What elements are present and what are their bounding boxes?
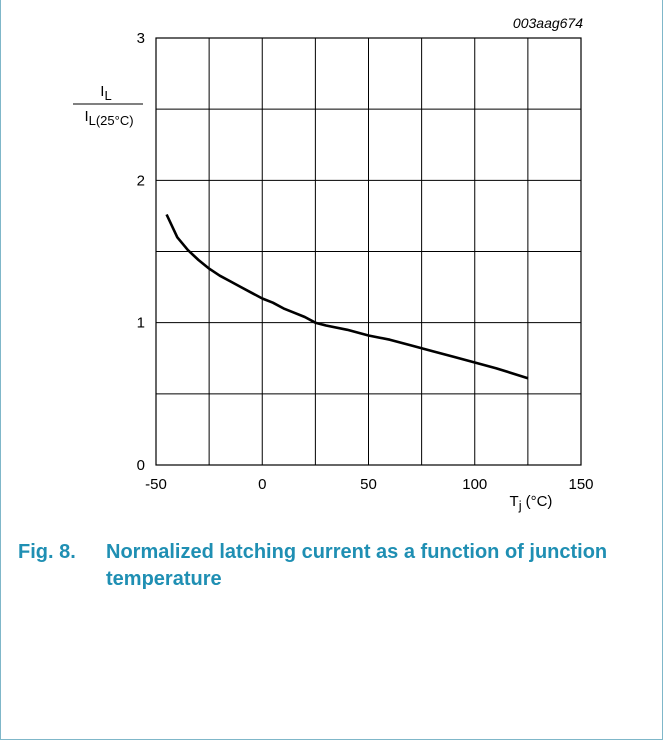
caption-number: Fig. 8. xyxy=(18,541,76,563)
x-tick-label: 150 xyxy=(568,476,593,493)
y-axis-label: IL IL(25°C) xyxy=(73,83,143,128)
x-label-main: T xyxy=(510,493,519,510)
x-tick-label: 100 xyxy=(462,476,487,493)
plot-border xyxy=(155,37,582,466)
plot-frame xyxy=(155,37,582,466)
y-tick-label: 0 xyxy=(137,457,145,474)
y-label-numerator: IL xyxy=(100,83,111,103)
series-group xyxy=(165,213,529,380)
y-num-main: I xyxy=(100,83,104,100)
caption-text: Normalized latching current as a functio… xyxy=(106,541,608,590)
y-num-sub: L xyxy=(104,88,111,103)
y-den-main: I xyxy=(84,108,88,125)
y-den-sub: L(25°C) xyxy=(89,113,134,128)
figure-id: 003aag674 xyxy=(513,15,583,31)
y-label-denominator: IL(25°C) xyxy=(84,108,133,128)
y-tick-label: 2 xyxy=(137,172,145,189)
x-tick-label: -50 xyxy=(145,476,167,493)
series-line xyxy=(165,213,529,380)
y-tick-label: 3 xyxy=(137,30,145,47)
y-tick-label: 1 xyxy=(137,315,145,332)
chart: -50 0 50 100 150 0 1 2 3 003aag674 IL IL(25°C) T… xyxy=(1,0,662,520)
x-axis-label: Tj (°C) xyxy=(510,493,553,513)
x-label-sub: j xyxy=(518,498,522,513)
x-tick-label: 0 xyxy=(258,476,266,493)
x-tick-label: 50 xyxy=(360,476,377,493)
x-label-unit: (°C) xyxy=(526,493,553,510)
chart-grid xyxy=(156,38,581,465)
